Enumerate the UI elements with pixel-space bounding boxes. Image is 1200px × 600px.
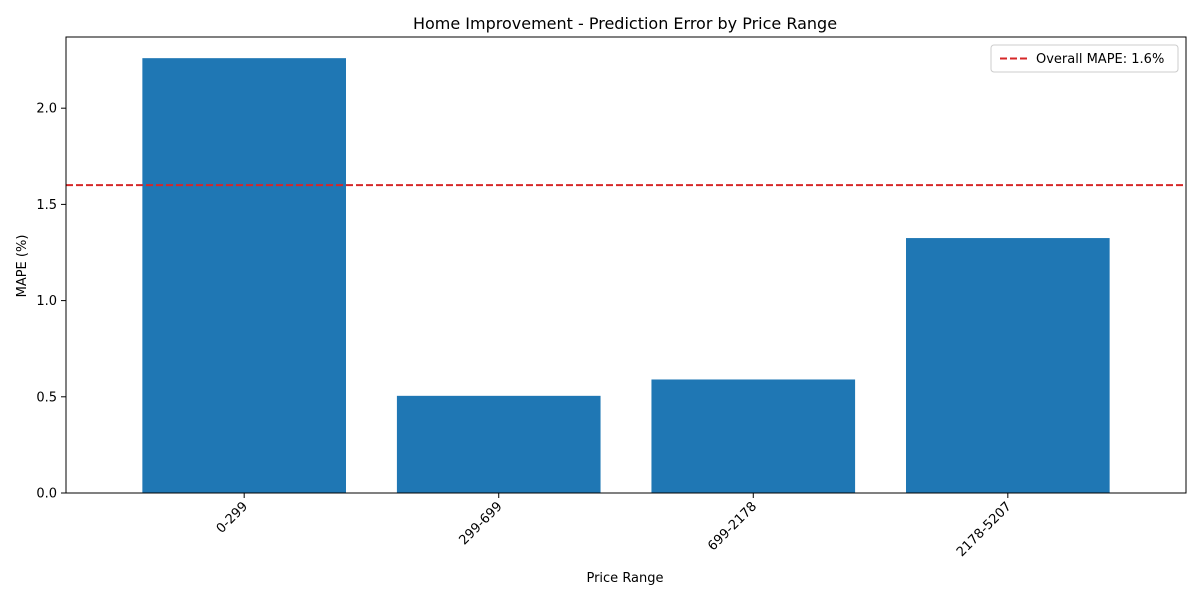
y-axis-label: MAPE (%): [15, 235, 30, 298]
legend-label: Overall MAPE: 1.6%: [1036, 52, 1164, 67]
bar-299-699: [396, 395, 601, 493]
legend-box: [990, 44, 1179, 73]
y-tick-label: 1.0: [36, 294, 57, 309]
x-tick-label: 299-699: [457, 499, 506, 548]
chart-title: Home Improvement - Prediction Error by P…: [413, 14, 837, 33]
x-tick-label: 699-2178: [705, 499, 760, 554]
x-tick-label: 0-299: [214, 499, 251, 536]
legend: Overall MAPE: 1.6%: [990, 44, 1179, 73]
y-tick-label: 2.0: [36, 102, 57, 117]
y-ticks: 0.0 0.5 1.0 1.5 2.0: [36, 102, 66, 502]
bars: [142, 58, 1110, 494]
x-ticks: 0-299 299-699 699-2178 2178-5207: [214, 493, 1015, 560]
plot-frame: [65, 36, 1187, 494]
y-tick-label: 0.0: [36, 487, 57, 502]
y-tick-label: 0.5: [36, 390, 57, 405]
x-tick-label: 2178-5207: [954, 499, 1015, 560]
bar-699-2178: [651, 379, 856, 493]
y-tick-label: 1.5: [36, 198, 57, 213]
bar-0-299: [142, 58, 346, 494]
x-axis-label: Price Range: [586, 571, 663, 586]
axes: [65, 36, 1187, 494]
bar-2178-5207: [906, 238, 1110, 493]
